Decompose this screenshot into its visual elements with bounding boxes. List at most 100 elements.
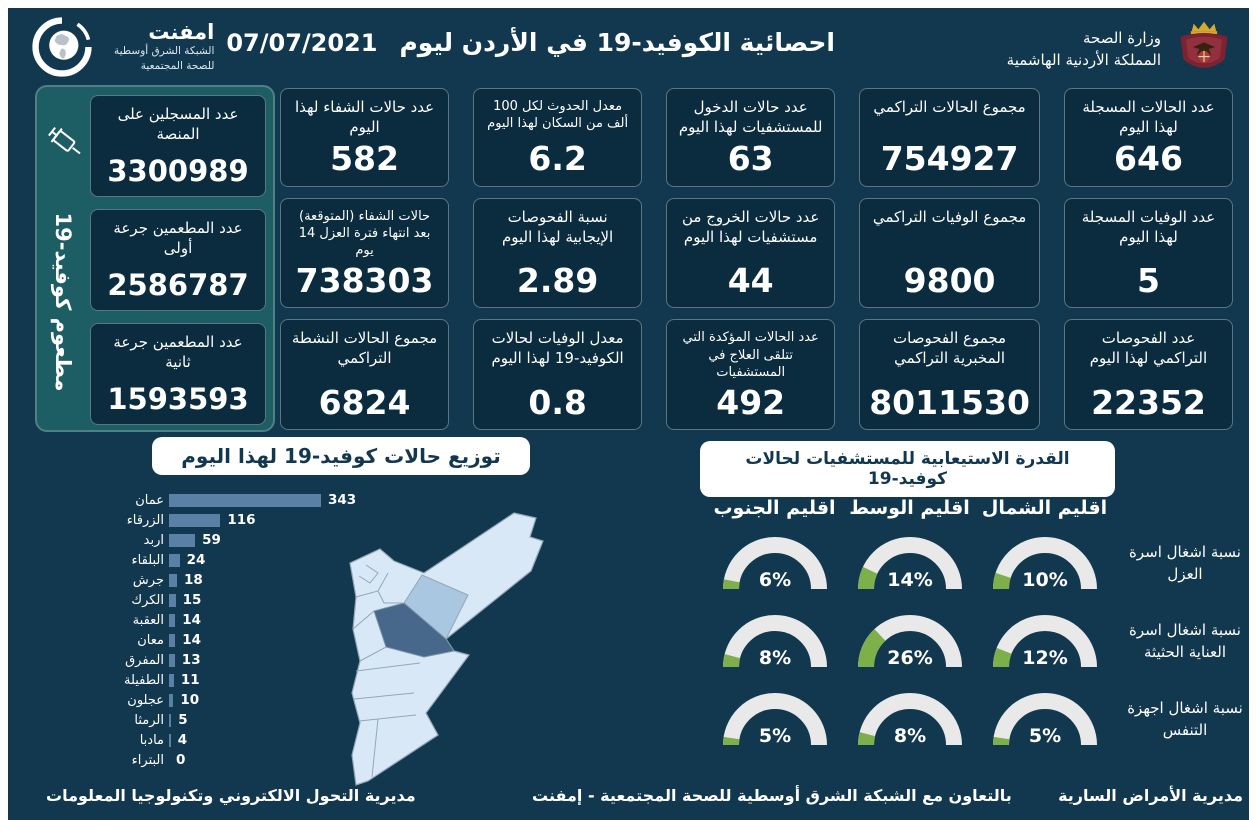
bar-value-label: 11 <box>180 672 200 688</box>
bar <box>169 513 221 527</box>
bar-row: معان 14 <box>92 630 356 650</box>
gauge-cell: 8% <box>707 603 842 681</box>
jordan-coat-of-arms-icon <box>1180 21 1228 68</box>
stat-value: 63 <box>727 139 774 179</box>
stat-card: عدد الحالات المسجلة لهذا اليوم 646 <box>1063 88 1233 187</box>
bar-row: الطفيلة 11 <box>92 670 356 690</box>
bar-value-label: 10 <box>180 692 200 708</box>
stat-label: عدد حالات الخروج من مستشفيات لهذا اليوم <box>681 207 820 246</box>
stat-card: عدد حالات الشفاء لهذا اليوم 582 <box>280 88 450 187</box>
stat-label: عدد المطعمين جرعة ثانية <box>113 333 243 371</box>
gauge-cell: 26% <box>842 603 977 681</box>
stat-label: مجموع الحالات التراكمي <box>873 98 1026 116</box>
bar-category-label: البلقاء <box>131 552 164 568</box>
bar <box>169 553 180 567</box>
bar <box>169 673 174 687</box>
bar-value-label: 343 <box>328 492 357 508</box>
jordan-map <box>349 512 544 786</box>
gauge-cell: 6% <box>707 525 842 603</box>
gauge: 6% <box>722 537 827 591</box>
bar-category-label: الكرك <box>131 592 164 608</box>
bar <box>169 693 174 707</box>
bar-category-label: الطفيلة <box>123 672 164 688</box>
bar-category-label: معان <box>137 632 164 648</box>
bar <box>169 653 175 667</box>
vaccination-side-label: مطعوم كوفيد-19 <box>51 212 75 392</box>
bar <box>169 633 176 647</box>
stat-label: عدد الفحوصات التراكمي لهذا اليوم <box>1089 329 1208 368</box>
vaccination-panel: مطعوم كوفيد-19 عدد المسجلين على المنصة 33… <box>35 85 275 432</box>
stat-value: 2586787 <box>107 268 249 303</box>
gauge-region-header: اقليم الجنوب <box>713 497 836 519</box>
bar-value-label: 5 <box>178 712 188 728</box>
bar-category-label: البتراء <box>131 752 164 768</box>
stat-value: 9800 <box>903 261 996 301</box>
bar-category-label: عجلون <box>127 692 164 708</box>
stat-card: عدد الفحوصات التراكمي لهذا اليوم 22352 <box>1063 319 1233 430</box>
bar-category-label: المفرق <box>125 652 164 668</box>
stat-value: 492 <box>716 382 786 422</box>
bar-row: البلقاء 24 <box>92 550 356 570</box>
ministry-text: وزارة الصحة المملكة الأردنية الهاشمية <box>1007 27 1161 72</box>
footer-center: بالتعاون مع الشبكة الشرق أوسطية للصحة ال… <box>532 786 1012 805</box>
bar-row: عمان 343 <box>92 490 356 510</box>
stat-value: 3300989 <box>107 154 249 189</box>
logo-name: امفنت <box>148 20 215 45</box>
syringe-icon <box>48 126 81 155</box>
bar-value-label: 59 <box>202 532 221 548</box>
logo-line2: للصحة المجتمعية <box>140 59 215 72</box>
stat-value: 646 <box>1114 139 1183 179</box>
stat-value: 5 <box>1136 261 1160 301</box>
vaccination-card: عدد المسجلين على المنصة 3300989 <box>90 95 266 197</box>
stat-label: عدد الحالات المؤكدة التي تتلقى العلاج في… <box>682 330 819 380</box>
bar-category-label: مادبا <box>139 732 164 748</box>
bar <box>169 493 321 507</box>
dashboard-canvas: امفنت الشبكة الشرق أوسطية للصحة المجتمعي… <box>8 8 1249 820</box>
stat-card: حالات الشفاء (المتوقعة) بعد انتهاء فترة … <box>280 197 450 309</box>
stats-grid: عدد الحالات المسجلة لهذا اليوم 646 مجموع ا… <box>280 88 1233 430</box>
bar-value-label: 24 <box>186 552 206 568</box>
bar-category-label: عمان <box>135 492 164 508</box>
gauge-cell: 10% <box>977 525 1112 603</box>
svg-text:14%: 14% <box>887 569 932 591</box>
stat-label: حالات الشفاء (المتوقعة) بعد انتهاء فترة … <box>298 208 431 259</box>
gauge-cell: 14% <box>842 525 977 603</box>
stat-value: 44 <box>727 261 774 301</box>
footer-left: مديرية التحول الالكتروني وتكنولوجيا المع… <box>46 786 416 805</box>
bar-row: الكرك 15 <box>92 590 356 610</box>
svg-text:6%: 6% <box>758 569 790 591</box>
stat-value: 6824 <box>318 382 411 422</box>
stat-label: نسبة الفحوصات الإيجابية لهذا اليوم <box>501 207 614 246</box>
stat-label: عدد المطعمين جرعة أولى <box>113 219 243 257</box>
gauge: 8% <box>857 693 962 747</box>
bar-row: الرمثا 5 <box>92 710 356 730</box>
stat-label: مجموع الفحوصات المخبرية التراكمي <box>893 329 1007 368</box>
stat-label: عدد المسجلين على المنصة <box>117 105 239 143</box>
gauge: 14% <box>857 537 962 591</box>
stat-label: مجموع الوفيات التراكمي <box>872 207 1027 226</box>
gauge: 5% <box>992 693 1097 747</box>
stat-card: عدد الحالات المؤكدة التي تتلقى العلاج في… <box>666 319 836 430</box>
bar-category-label: اربد <box>143 532 164 548</box>
bar-value-label: 18 <box>184 572 203 588</box>
gauge: 26% <box>857 615 962 669</box>
page-title: احصائية الكوفيد-19 في الأردن ليوم <box>399 28 835 57</box>
globe-swoosh-icon <box>32 17 92 77</box>
gauge-row-label: نسبة اشغال اسرة العناية الحثيثة <box>1129 621 1241 661</box>
svg-text:26%: 26% <box>887 647 932 669</box>
emphnet-logo: امفنت الشبكة الشرق أوسطية للصحة المجتمعي… <box>22 16 214 78</box>
bar-value-label: 0 <box>176 752 186 768</box>
gauge-grid: اقليم الشمال اقليم الوسط اقليم الجنوب نسبة … <box>707 491 1257 759</box>
bar-value-label: 4 <box>177 732 188 748</box>
bar-chart: عمان 343 الزرقاء 116 اربد 59 البلقاء 24 جرش 18 الك… <box>92 490 356 770</box>
bar <box>169 573 177 587</box>
bar-value-label: 14 <box>182 612 201 628</box>
stat-value: 754927 <box>880 139 1019 179</box>
stat-card: معدل الحدوث لكل 100 ألف من السكان لهذا ا… <box>473 88 643 187</box>
stat-label: معدل الوفيات لحالات الكوفيد-19 لهذا اليو… <box>491 329 624 368</box>
stat-card: معدل الوفيات لحالات الكوفيد-19 لهذا اليو… <box>473 319 643 430</box>
report-date: 07/07/2021 <box>226 28 378 57</box>
svg-text:8%: 8% <box>758 647 790 669</box>
bar-row: مادبا 4 <box>92 730 356 750</box>
stat-value: 0.8 <box>528 382 587 422</box>
